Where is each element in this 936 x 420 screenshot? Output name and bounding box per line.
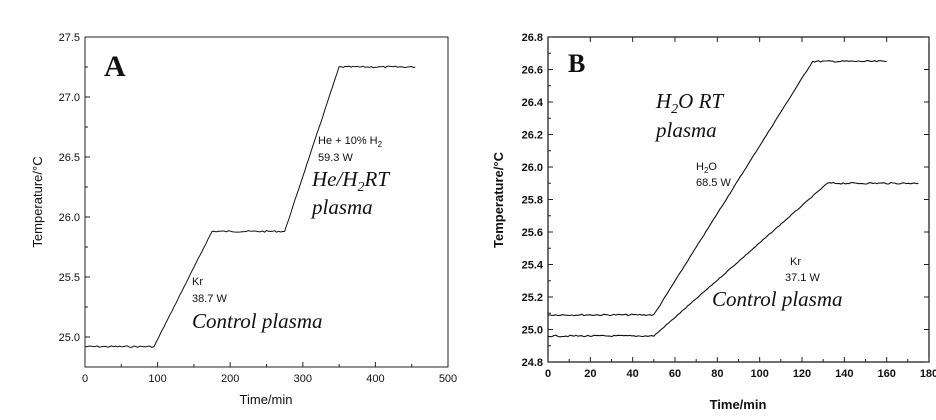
y-tick-label: 25.5 bbox=[59, 272, 80, 284]
big-label-h2o-b-sub: 2 bbox=[671, 102, 678, 117]
ticks-a: 0 100 200 300 400 500 25.0 25.5 26.0 26.5 27.0 27.5 bbox=[59, 32, 458, 385]
x-tick-label: 400 bbox=[366, 373, 384, 385]
series-line-h2o bbox=[547, 60, 887, 317]
annotation-kr-a-line2: 38.7 W bbox=[192, 293, 227, 305]
annotation-he-a: He + 10% H2 59.3 W bbox=[318, 135, 385, 164]
big-label-control-b: Control plasma bbox=[712, 287, 843, 311]
x-tick-label: 80 bbox=[711, 368, 723, 380]
y-tick-label: 26.0 bbox=[522, 162, 543, 174]
big-label-he-a-sub: 2 bbox=[358, 180, 365, 195]
x-axis-label-a: Time/min bbox=[240, 392, 293, 407]
x-tick-label: 200 bbox=[221, 373, 239, 385]
y-tick-label: 26.4 bbox=[522, 97, 544, 109]
y-tick-label: 26.5 bbox=[59, 152, 80, 164]
ticks-b: 0 20 40 60 80 100 120 140 160 180 24.8 25.0 25.2 25.4… bbox=[522, 32, 936, 380]
annotation-h2o-b-line2: 68.5 W bbox=[696, 177, 731, 189]
y-tick-label: 25.0 bbox=[522, 325, 543, 337]
y-tick-label: 25.6 bbox=[522, 227, 543, 239]
y-tick-label: 26.0 bbox=[59, 212, 80, 224]
plot-frame-b bbox=[547, 36, 930, 363]
annotation-he-a-line2: 59.3 W bbox=[318, 152, 353, 164]
y-tick-label: 25.4 bbox=[522, 260, 544, 272]
panel-label-a: A bbox=[104, 50, 126, 83]
big-label-control-a: Control plasma bbox=[192, 309, 323, 333]
annotation-kr-a-line1: Kr bbox=[192, 276, 203, 288]
annotation-kr-b-line2: 37.1 W bbox=[785, 272, 820, 284]
annotation-he-a-line1: He + 10% H bbox=[318, 135, 378, 147]
y-tick-label: 26.6 bbox=[522, 65, 543, 77]
x-tick-label: 180 bbox=[920, 368, 936, 380]
annotation-h2o-b: H2O 68.5 W bbox=[696, 161, 731, 189]
annotation-he-a-sub: 2 bbox=[378, 140, 383, 149]
panel-label-b: B bbox=[568, 49, 585, 78]
x-axis-label-b: Time/min bbox=[710, 397, 767, 412]
series-line-kr-b bbox=[547, 181, 919, 338]
x-tick-label: 500 bbox=[439, 373, 457, 385]
x-tick-label: 60 bbox=[669, 368, 681, 380]
x-tick-label: 100 bbox=[148, 373, 166, 385]
big-label-he-a-part1: He/H bbox=[311, 167, 359, 191]
big-label-he-a-part2: RT bbox=[364, 167, 391, 191]
big-label-he-a: He/H2RT plasma bbox=[310, 167, 394, 219]
x-tick-label: 0 bbox=[82, 373, 88, 385]
y-tick-label: 27.0 bbox=[59, 92, 80, 104]
panel-b: 0 20 40 60 80 100 120 140 160 180 24.8 25.0 25.2 25.4… bbox=[491, 32, 936, 412]
y-axis-label-b: Temperature/°C bbox=[491, 151, 506, 248]
y-tick-label: 27.5 bbox=[59, 32, 80, 44]
big-label-h2o-b: H2O RT plasma bbox=[654, 89, 728, 142]
y-tick-label: 24.8 bbox=[522, 357, 543, 369]
annotation-h2o-b-part1: H bbox=[696, 161, 704, 173]
y-tick-label: 26.8 bbox=[522, 32, 543, 44]
big-label-h2o-b-part1: H bbox=[655, 89, 673, 113]
x-tick-label: 40 bbox=[627, 368, 639, 380]
series-line-kr bbox=[84, 65, 416, 348]
big-label-he-a-line2: plasma bbox=[310, 195, 373, 219]
annotation-h2o-b-sub: 2 bbox=[704, 166, 709, 175]
annotation-h2o-b-part2: O bbox=[708, 161, 717, 173]
y-axis-label-a: Temperature/°C bbox=[30, 156, 45, 247]
y-tick-label: 26.2 bbox=[522, 130, 543, 142]
y-tick-label: 25.8 bbox=[522, 195, 543, 207]
annotation-kr-b-line1: Kr bbox=[790, 256, 801, 268]
panel-a: 0 100 200 300 400 500 25.0 25.5 26.0 26.5 27.0 27.5… bbox=[30, 32, 457, 407]
big-label-h2o-b-line2: plasma bbox=[654, 118, 717, 142]
x-tick-label: 140 bbox=[835, 368, 853, 380]
x-tick-label: 160 bbox=[877, 368, 895, 380]
x-tick-label: 120 bbox=[793, 368, 811, 380]
annotation-kr-a: Kr 38.7 W bbox=[192, 276, 227, 305]
x-tick-label: 100 bbox=[750, 368, 768, 380]
big-label-h2o-b-part2: O RT bbox=[678, 89, 724, 113]
y-tick-label: 25.0 bbox=[59, 332, 80, 344]
x-tick-label: 300 bbox=[294, 373, 312, 385]
x-tick-label: 20 bbox=[584, 368, 596, 380]
annotation-kr-b: Kr 37.1 W bbox=[785, 256, 820, 284]
y-tick-label: 25.2 bbox=[522, 292, 543, 304]
x-tick-label: 0 bbox=[545, 368, 551, 380]
